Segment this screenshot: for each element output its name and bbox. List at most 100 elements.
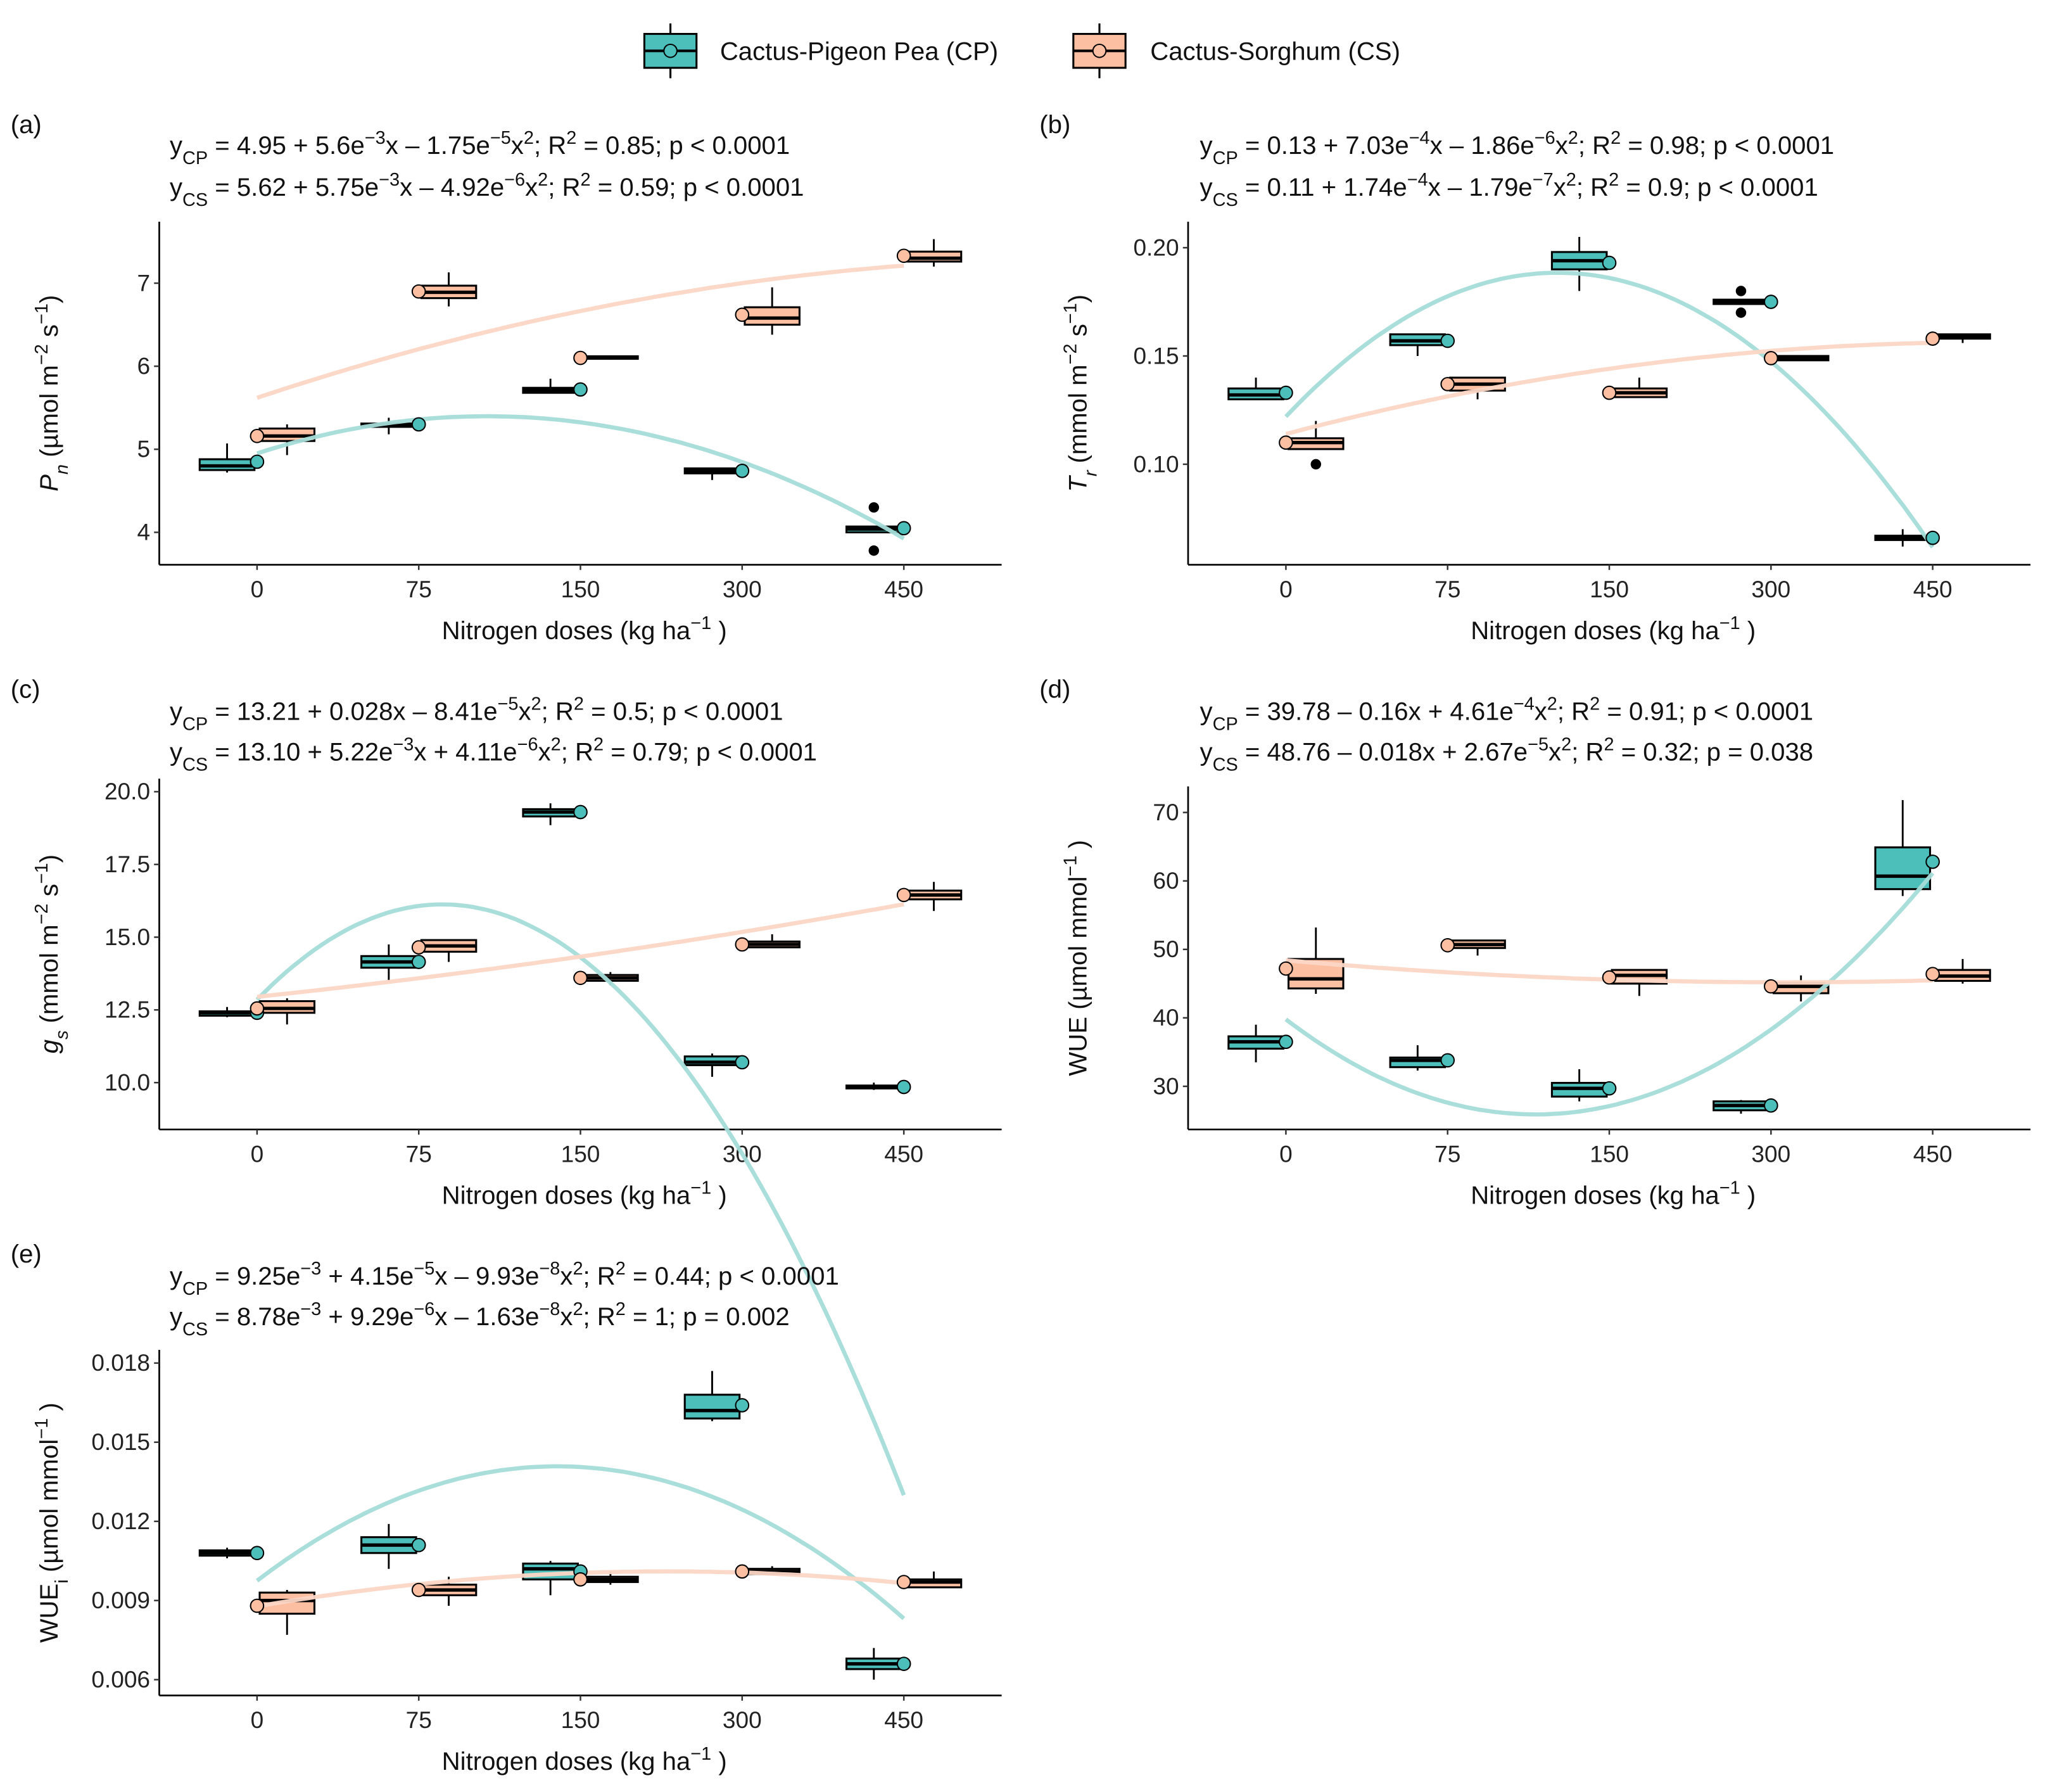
mean-point-cp	[735, 464, 750, 478]
text-segment: ; R	[583, 1302, 616, 1331]
text-segment: = 0.79; p < 0.0001	[604, 737, 817, 766]
y-tick-label: 12.5	[104, 996, 150, 1023]
mean-point-cp	[250, 1546, 265, 1561]
x-tick-label: 450	[884, 1141, 923, 1167]
x-tick-label: 300	[1751, 576, 1790, 602]
text-segment: 2	[593, 734, 604, 754]
boxplot-cp	[522, 378, 579, 394]
panel-c: (c) yCP = 13.21 + 0.028x – 8.41e−5x2; R2 …	[11, 675, 1002, 1496]
text-segment: ; R	[1571, 737, 1604, 766]
boxplot-cs	[744, 287, 801, 335]
text-segment: i	[52, 1579, 72, 1583]
text-segment: y	[170, 131, 182, 160]
x-tick-label: 0	[1279, 576, 1293, 602]
x-tick-label: 450	[1913, 1141, 1953, 1167]
text-segment: 2	[538, 170, 548, 190]
text-segment: ; R	[583, 1262, 616, 1290]
mean-point-cp	[1925, 855, 1940, 869]
x-tick-label: 75	[1434, 576, 1460, 602]
text-segment: −6	[504, 170, 525, 190]
fit-curve-cs	[256, 902, 904, 999]
text-segment: −3	[300, 1299, 321, 1319]
boxplot-cs	[1611, 378, 1668, 398]
outlier-point	[868, 545, 880, 556]
panel-d: (d)yCP = 39.78 – 0.16x + 4.61e−4x2; R2 =…	[1039, 675, 2031, 1209]
text-segment: 2	[1568, 128, 1578, 148]
text-segment: x – 1.63e	[434, 1302, 539, 1331]
x-tick-label: 450	[1913, 576, 1953, 602]
y-tick-label: 70	[1153, 799, 1179, 825]
boxplot-cp	[1550, 1069, 1608, 1102]
x-axis-label: Nitrogen doses (kg ha−1 )	[442, 613, 727, 645]
text-segment: 2	[1611, 128, 1621, 148]
x-tick-label: 300	[723, 1706, 762, 1733]
text-segment: 2	[1561, 734, 1571, 754]
boxplot-cp	[198, 443, 256, 473]
text-segment: −1	[1719, 1178, 1740, 1198]
y-axis-label: Tr (mmol m−2 s−1)	[1060, 295, 1101, 492]
boxplot-cp	[683, 467, 741, 480]
text-segment: 2	[573, 1299, 583, 1319]
mean-point-cs	[250, 1598, 265, 1613]
mean-point-cp	[1602, 255, 1617, 270]
text-segment: −2	[32, 903, 52, 924]
panel-b: (b)yCP = 0.13 + 7.03e−4x – 1.86e−6x2; R2…	[1039, 110, 2031, 645]
text-segment: ; R	[534, 131, 566, 160]
mean-point-cp	[1279, 385, 1293, 400]
mean-point-cs	[1279, 435, 1293, 450]
text-segment: −4	[1407, 170, 1428, 190]
text-segment: ; R	[1578, 131, 1611, 160]
x-tick-label: 150	[561, 1706, 600, 1733]
text-segment: (µmol mmol	[35, 1439, 63, 1580]
text-segment: )	[711, 1181, 727, 1209]
text-segment: = 13.10 + 5.22e	[208, 737, 393, 766]
text-segment: x	[560, 1302, 573, 1331]
text-segment: −6	[414, 1299, 434, 1319]
text-segment: x – 1.86e	[1430, 131, 1535, 160]
text-segment: s	[35, 324, 63, 344]
text-segment: −1	[690, 1178, 711, 1198]
boxplot-cp	[1713, 286, 1770, 318]
text-segment: −1	[32, 863, 52, 884]
text-segment: )	[35, 1402, 63, 1418]
text-segment: 2	[1566, 170, 1576, 190]
text-segment: T	[1063, 475, 1092, 492]
boxplot-cs	[1934, 958, 1991, 984]
y-tick-label: 30	[1153, 1072, 1179, 1099]
boxplot-cp	[522, 1561, 579, 1596]
text-segment: )	[1063, 295, 1092, 303]
text-segment: 2	[616, 1259, 626, 1279]
text-segment: 2	[524, 128, 534, 148]
mean-point-cs	[411, 940, 426, 955]
mean-point-cs	[573, 1572, 588, 1587]
text-segment: = 8.78e	[208, 1302, 300, 1331]
x-axis-label: Nitrogen doses (kg ha−1 )	[442, 1744, 727, 1776]
text-segment: CS	[182, 754, 208, 775]
text-segment: Nitrogen doses (kg ha	[1471, 616, 1719, 645]
text-segment: y	[1200, 131, 1213, 160]
x-tick-label: 450	[884, 576, 923, 602]
text-segment: x	[525, 173, 538, 201]
x-axis-label: Nitrogen doses (kg ha−1 )	[442, 1178, 727, 1209]
boxplot-cs	[420, 272, 478, 307]
y-tick-label: 5	[137, 436, 150, 462]
text-segment: + 4.15e	[321, 1262, 414, 1290]
text-segment: CS	[182, 1319, 208, 1340]
outlier-point	[1735, 286, 1747, 296]
boxplot-cs	[1772, 975, 1830, 1001]
boxplot-cp	[1550, 236, 1608, 291]
x-tick-label: 75	[1434, 1141, 1460, 1167]
mean-point-cp	[573, 382, 588, 397]
text-segment: )	[1063, 840, 1092, 856]
boxplot-cp	[683, 1053, 741, 1077]
text-segment: −4	[1409, 128, 1430, 148]
text-segment: = 0.85; p < 0.0001	[576, 131, 790, 160]
boxplot-cp	[198, 1007, 256, 1017]
text-segment: 2	[1609, 170, 1619, 190]
boxplot-cs	[905, 882, 963, 912]
text-segment: −5	[490, 128, 511, 148]
panel-e: (e)yCP = 9.25e−3 + 4.15e−5x – 9.93e−8x2;…	[11, 1240, 1002, 1776]
boxplot-cs	[1449, 939, 1506, 956]
fit-curve-cp	[1284, 270, 1935, 549]
text-segment: −2	[1060, 343, 1080, 364]
